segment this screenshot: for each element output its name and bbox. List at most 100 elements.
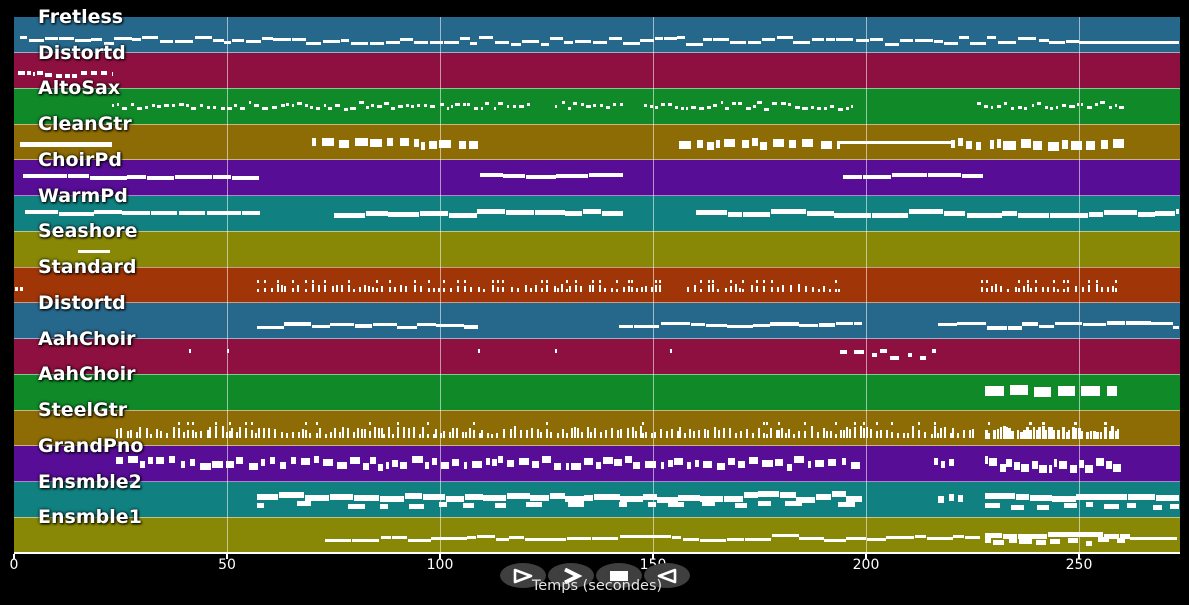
note [312, 138, 316, 147]
stop-button[interactable] [596, 563, 642, 588]
fast-forward-button[interactable] [548, 563, 594, 588]
note [660, 321, 690, 326]
note [188, 349, 191, 354]
note [659, 284, 662, 293]
note [74, 39, 91, 43]
note [377, 463, 383, 471]
note [1086, 502, 1093, 507]
note [280, 462, 286, 470]
note [692, 431, 695, 438]
note [149, 433, 152, 438]
note [261, 36, 273, 40]
note [830, 430, 833, 438]
note [1016, 429, 1020, 439]
note [429, 104, 436, 108]
band-separator [14, 52, 1180, 54]
note [902, 433, 905, 438]
note [530, 288, 533, 293]
note [775, 430, 778, 438]
note [371, 286, 374, 293]
note [687, 462, 691, 470]
note [616, 289, 619, 293]
note [605, 429, 608, 438]
note [318, 284, 321, 293]
note [965, 536, 980, 540]
note [65, 73, 71, 78]
note [234, 103, 237, 107]
note [871, 353, 877, 358]
track-label: AahChoir [38, 327, 136, 350]
note [936, 432, 939, 438]
note [854, 421, 857, 425]
note [862, 174, 892, 179]
note [283, 322, 312, 326]
note [256, 280, 259, 284]
note [1175, 208, 1180, 214]
play-button[interactable] [500, 563, 546, 588]
note [497, 456, 504, 464]
note [519, 104, 524, 108]
note [502, 429, 505, 438]
tick-label: 0 [9, 557, 19, 573]
note [617, 430, 620, 438]
rewind-button[interactable] [644, 563, 690, 588]
note [828, 288, 831, 293]
note [1036, 429, 1039, 439]
note [474, 106, 478, 110]
note [139, 427, 142, 438]
note [990, 105, 994, 109]
tick-mark [865, 554, 867, 559]
note [32, 72, 36, 77]
note [598, 280, 601, 284]
note [592, 285, 595, 293]
note [444, 40, 459, 44]
note [502, 174, 526, 179]
note [1080, 430, 1084, 439]
note [550, 493, 565, 500]
note [1069, 104, 1075, 108]
note [836, 321, 854, 326]
note [277, 284, 279, 293]
note [660, 103, 665, 107]
note [22, 173, 67, 178]
note [838, 289, 841, 293]
note [431, 457, 438, 465]
note [342, 427, 345, 438]
note [463, 462, 467, 470]
note [116, 429, 119, 438]
note [938, 322, 957, 327]
note [1015, 493, 1030, 500]
note [257, 428, 260, 438]
note [645, 461, 657, 469]
note [292, 103, 295, 107]
note [580, 286, 583, 293]
track-band [14, 17, 1180, 53]
note [1087, 106, 1093, 110]
note [609, 37, 622, 41]
note [746, 107, 751, 111]
note [1049, 213, 1088, 219]
note [245, 40, 262, 44]
note [394, 287, 397, 293]
note [1022, 286, 1025, 293]
note [958, 36, 969, 40]
note [1116, 429, 1120, 439]
note [1042, 286, 1045, 293]
note [762, 421, 765, 425]
note [1034, 386, 1051, 397]
note [178, 421, 181, 425]
note [636, 288, 639, 293]
track-band [14, 302, 1180, 339]
note [333, 212, 366, 218]
note [381, 536, 392, 540]
note [1049, 107, 1054, 111]
note [823, 427, 826, 438]
note [1111, 425, 1114, 439]
note [985, 386, 1004, 397]
note [700, 538, 727, 542]
note [449, 213, 477, 219]
note [380, 503, 389, 509]
note [996, 104, 1001, 108]
note [298, 432, 301, 438]
